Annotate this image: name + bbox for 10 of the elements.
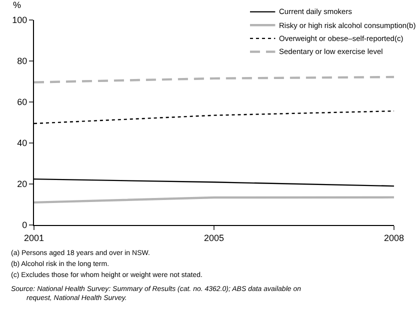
y-tick-label: 60 <box>17 97 28 108</box>
y-tick-label: 80 <box>17 56 28 66</box>
y-axis-title: % <box>13 0 22 10</box>
x-tick-label: 2001 <box>24 232 44 243</box>
x-tick-label: 2008 <box>384 232 404 243</box>
y-tick-label: 0 <box>22 220 28 230</box>
y-tick-label: 40 <box>17 138 28 148</box>
x-tick-label: 2005 <box>204 232 224 243</box>
y-tick-label: 100 <box>12 15 28 26</box>
y-tick-label: 20 <box>17 179 28 190</box>
